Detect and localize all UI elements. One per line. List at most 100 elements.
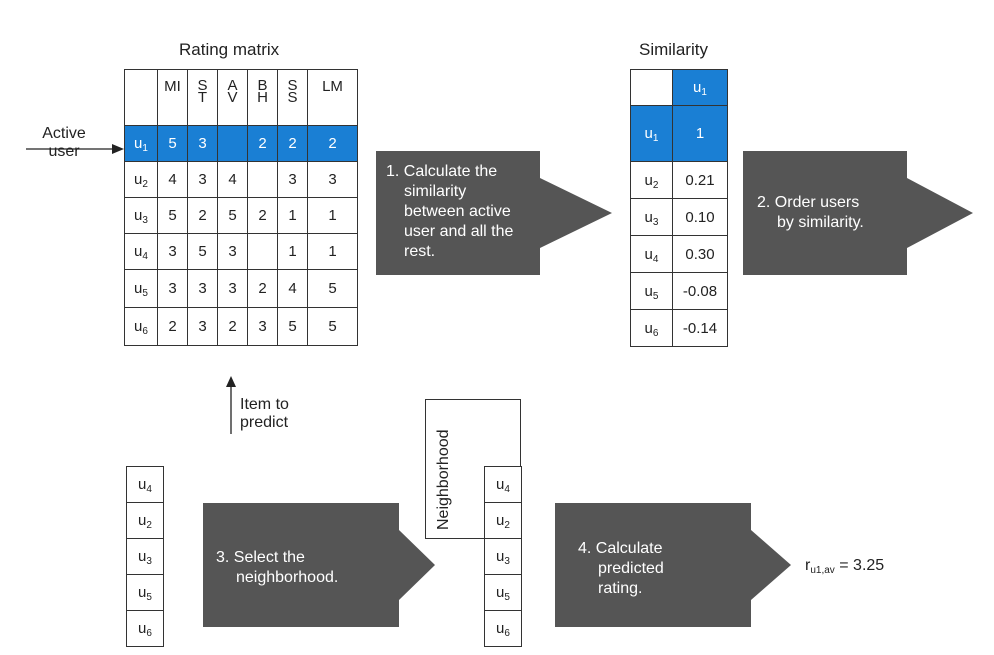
neighborhood-users-list: u4 u2 u3 u5 u6 bbox=[484, 466, 522, 647]
neighborhood-user-user: u4 bbox=[484, 466, 522, 503]
similarity-row-user: u6 bbox=[630, 309, 673, 347]
rating-cell: 4 bbox=[217, 161, 248, 198]
similarity-row-user: u1 bbox=[630, 105, 673, 162]
similarity-row-u3: u3 0.10 bbox=[630, 198, 728, 236]
ordered-user-user: u2 bbox=[126, 502, 164, 539]
rating-cell bbox=[247, 161, 278, 198]
step3-text: 3. Select the neighborhood. bbox=[216, 549, 339, 586]
rating-row-user: u3 bbox=[124, 197, 158, 234]
ordered-user-item: u3 bbox=[126, 538, 164, 575]
rating-cell: 3 bbox=[187, 307, 218, 346]
rating-cell: 5 bbox=[277, 307, 308, 346]
neighborhood-user-user: u3 bbox=[484, 538, 522, 575]
item-to-predict-label: Item to predict bbox=[240, 396, 289, 431]
step4-text: 4. Calculate predicted rating. bbox=[578, 540, 664, 597]
rating-cell: 3 bbox=[157, 269, 188, 308]
rating-cell: 5 bbox=[157, 197, 188, 234]
ordered-user-item: u4 bbox=[126, 466, 164, 503]
rating-cell: 3 bbox=[217, 233, 248, 270]
ordered-user-item: u6 bbox=[126, 610, 164, 647]
rating-row-user: u4 bbox=[124, 233, 158, 270]
rating-cell bbox=[247, 233, 278, 270]
col-header-lm: LM bbox=[307, 69, 358, 126]
rating-cell: 3 bbox=[277, 161, 308, 198]
ordered-user-user: u5 bbox=[126, 574, 164, 611]
rating-row-u1: u1 5 3 2 2 2 bbox=[124, 125, 358, 162]
rating-cell: 1 bbox=[307, 197, 358, 234]
rating-cell: 3 bbox=[247, 307, 278, 346]
similarity-value: 0.10 bbox=[672, 198, 728, 236]
similarity-row-user: u2 bbox=[630, 161, 673, 199]
similarity-corner bbox=[630, 69, 673, 106]
rating-cell: 5 bbox=[217, 197, 248, 234]
rating-cell: 3 bbox=[187, 125, 218, 162]
rating-cell: 2 bbox=[247, 197, 278, 234]
rating-cell: 5 bbox=[307, 269, 358, 308]
similarity-row-u1: u1 1 bbox=[630, 105, 728, 162]
neighborhood-user-user: u5 bbox=[484, 574, 522, 611]
similarity-value: 1 bbox=[672, 105, 728, 162]
step1-arrow-shape bbox=[376, 151, 612, 275]
step2-text: 2. Order users by similarity. bbox=[757, 194, 864, 231]
similarity-value: 0.30 bbox=[672, 235, 728, 273]
similarity-title: Similarity bbox=[639, 40, 708, 59]
similarity-header-row: u1 bbox=[630, 69, 728, 106]
rating-matrix-corner bbox=[124, 69, 158, 126]
rating-cell: 5 bbox=[307, 307, 358, 346]
rating-row-user: u5 bbox=[124, 269, 158, 308]
rating-cell: 3 bbox=[217, 269, 248, 308]
rating-row-u3: u3 5 2 5 2 1 1 bbox=[124, 197, 358, 234]
neighborhood-user-item: u2 bbox=[484, 502, 522, 539]
rating-cell: 3 bbox=[157, 233, 188, 270]
ordered-user-user: u4 bbox=[126, 466, 164, 503]
similarity-value: -0.08 bbox=[672, 272, 728, 310]
similarity-row-user: u3 bbox=[630, 198, 673, 236]
rating-cell: 1 bbox=[307, 233, 358, 270]
step4-arrow-shape bbox=[555, 503, 791, 627]
item-to-predict-arrow bbox=[226, 376, 236, 434]
similarity-row-u5: u5 -0.08 bbox=[630, 272, 728, 310]
similarity-row-user: u5 bbox=[630, 272, 673, 310]
rating-cell: 5 bbox=[187, 233, 218, 270]
rating-cell: 4 bbox=[277, 269, 308, 308]
similarity-row-u6: u6 -0.14 bbox=[630, 309, 728, 347]
rating-cell: 5 bbox=[157, 125, 188, 162]
rating-cell: 4 bbox=[157, 161, 188, 198]
neighborhood-user-item: u4 bbox=[484, 466, 522, 503]
rating-cell: 2 bbox=[187, 197, 218, 234]
ordered-users-list: u4 u2 u3 u5 u6 bbox=[126, 466, 164, 647]
rating-row-u4: u4 3 5 3 1 1 bbox=[124, 233, 358, 270]
rating-row-u6: u6 2 3 2 3 5 5 bbox=[124, 307, 358, 346]
neighborhood-user-item: u6 bbox=[484, 610, 522, 647]
similarity-row-user: u4 bbox=[630, 235, 673, 273]
rating-cell bbox=[217, 125, 248, 162]
neighborhood-user-user: u2 bbox=[484, 502, 522, 539]
rating-row-user: u2 bbox=[124, 161, 158, 198]
similarity-value: -0.14 bbox=[672, 309, 728, 347]
rating-cell: 3 bbox=[307, 161, 358, 198]
rating-cell: 2 bbox=[247, 269, 278, 308]
active-user-arrow bbox=[26, 144, 124, 154]
ordered-user-item: u2 bbox=[126, 502, 164, 539]
neighborhood-user-user: u6 bbox=[484, 610, 522, 647]
similarity-value: 0.21 bbox=[672, 161, 728, 199]
rating-cell: 2 bbox=[247, 125, 278, 162]
ordered-user-item: u5 bbox=[126, 574, 164, 611]
rating-row-user: u1 bbox=[124, 125, 158, 162]
rating-row-user: u6 bbox=[124, 307, 158, 346]
ordered-user-user: u3 bbox=[126, 538, 164, 575]
neighborhood-label: Neighborhood bbox=[435, 429, 452, 530]
predicted-rating-result: ru1,av = 3.25 bbox=[805, 557, 885, 576]
rating-cell: 1 bbox=[277, 233, 308, 270]
ordered-user-user: u6 bbox=[126, 610, 164, 647]
rating-row-u2: u2 4 3 4 3 3 bbox=[124, 161, 358, 198]
neighborhood-user-item: u5 bbox=[484, 574, 522, 611]
similarity-row-u2: u2 0.21 bbox=[630, 161, 728, 199]
step2-arrow-shape bbox=[743, 151, 973, 275]
rating-cell: 1 bbox=[277, 197, 308, 234]
